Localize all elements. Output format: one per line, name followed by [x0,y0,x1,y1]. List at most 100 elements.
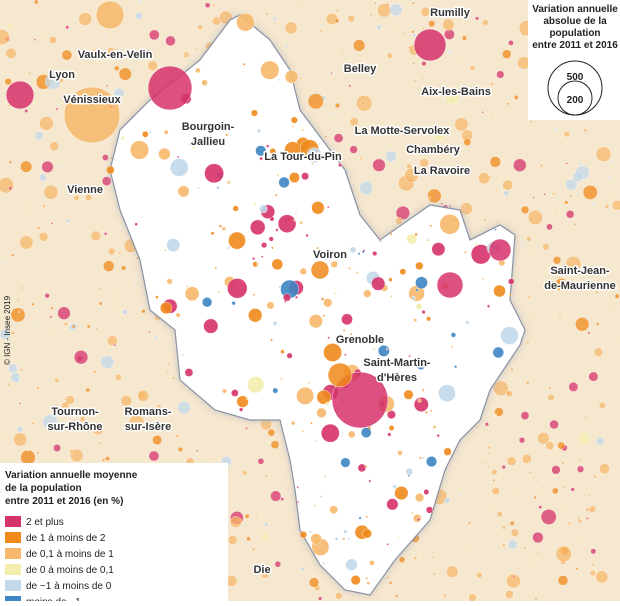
bubble [256,262,259,266]
bubble [378,238,381,242]
bubble [439,214,460,235]
bubble [389,3,403,17]
place-label: La Motte-Servolex [355,125,451,137]
bubble [255,516,258,520]
bubble [85,387,91,393]
bubble [397,535,401,539]
bubble [501,465,506,470]
bubble [358,60,362,64]
bubble [554,278,568,292]
bubble [110,301,116,306]
legend-title: de la population [5,483,82,494]
bubble [283,293,292,302]
bubble [307,93,324,110]
bubble [232,205,239,212]
bubble [464,250,467,254]
bubble [415,303,423,310]
bubble [468,593,477,602]
bubble [147,65,193,111]
bubble [155,295,159,299]
bubble [444,89,460,105]
bubble [523,547,527,550]
bubble [245,426,248,430]
bubble [296,500,300,504]
bubble [300,566,305,571]
place-label: Die [253,564,270,576]
bubble [95,0,125,30]
bubble [308,314,323,329]
bubble [204,2,211,8]
bubble [573,223,576,226]
bubble [257,457,265,465]
bubble [291,420,296,426]
bubble [329,2,333,5]
place-label: sur-Rhône [48,421,103,433]
bubble [319,495,323,499]
bubble [510,528,520,537]
bubble [248,308,263,323]
bubble [275,228,279,232]
bubble [389,232,393,236]
bubble [141,309,146,314]
bubble [501,525,506,530]
bubble [170,158,189,177]
bubble [11,253,15,257]
bubble [53,405,60,412]
legend-title: absolue de la [543,16,607,27]
bubble [415,276,428,290]
bubble [269,147,277,155]
bubble [345,558,358,571]
bubble [423,489,430,495]
bubble [595,322,600,326]
bubble [521,241,525,245]
bubble [529,470,532,474]
bubble [585,507,590,512]
bubble [496,70,505,79]
bubble [177,185,190,198]
bubble [428,20,436,28]
bubble [454,117,469,132]
bubble [347,537,351,541]
place-label: Saint-Jean- [550,265,610,277]
bubble [349,117,359,127]
bubble [165,35,176,47]
bubble [309,530,313,534]
bubble [579,458,583,462]
legend-label: moins de −1 [26,597,81,601]
bubble [26,449,29,452]
bubble [431,556,435,559]
bubble [7,58,10,61]
legend-label: de −1 à moins de 0 [26,581,112,592]
bubble [334,18,340,24]
bubble [36,451,40,454]
bubble [539,163,544,168]
bubble [100,355,115,369]
bubble [557,441,565,450]
bubble [604,204,610,209]
bubble [166,278,173,285]
bubble [201,142,204,146]
bubble [245,397,249,401]
place-label: La Tour-du-Pin [264,151,342,163]
bubble [148,330,151,333]
bubble [429,224,433,228]
bubble [181,353,185,357]
bubble [255,145,267,157]
bubble [264,475,268,478]
bubble [139,0,143,3]
bubble [342,338,348,344]
bubble [79,416,86,422]
bubble [565,178,578,191]
bubble [357,252,361,256]
bubble [552,256,562,265]
bubble [332,112,335,115]
bubble [448,49,452,53]
bubble [311,162,314,166]
bubble [177,446,184,453]
bubble [538,505,543,510]
bubble [413,28,447,62]
bubble [290,116,298,124]
legend-label: de 0 à moins de 0,1 [26,565,114,576]
source: © IGN - Insee 2019 [3,295,12,365]
bubble [270,246,274,250]
